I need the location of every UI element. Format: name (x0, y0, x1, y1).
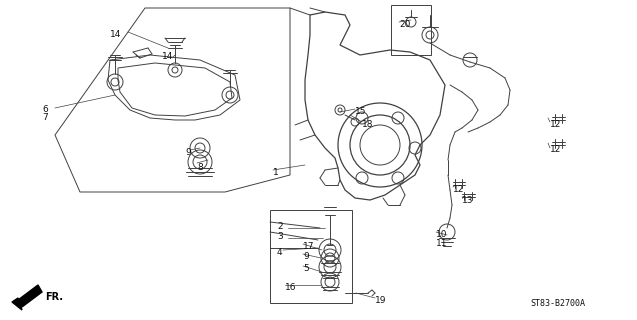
Text: 3: 3 (277, 232, 283, 241)
Polygon shape (18, 285, 42, 307)
Bar (391, 5, 431, 55)
Text: 18: 18 (362, 120, 373, 129)
Text: 6: 6 (42, 105, 48, 114)
Text: ST83-B2700A: ST83-B2700A (530, 299, 585, 308)
Text: 7: 7 (42, 113, 48, 122)
Text: 12: 12 (550, 145, 561, 154)
Text: 16: 16 (285, 283, 296, 292)
Text: 4: 4 (277, 248, 283, 257)
Text: 10: 10 (436, 230, 448, 239)
Text: 14: 14 (110, 30, 122, 39)
Text: 20: 20 (399, 20, 410, 29)
Text: 1: 1 (273, 168, 279, 177)
Text: 2: 2 (277, 222, 283, 231)
Text: 15: 15 (355, 107, 366, 116)
Bar (270, 210, 352, 303)
Text: 12: 12 (550, 120, 561, 129)
Text: 14: 14 (162, 52, 173, 61)
Text: FR.: FR. (45, 292, 63, 302)
Text: 8: 8 (197, 163, 203, 172)
Text: 5: 5 (303, 264, 309, 273)
Text: 11: 11 (436, 239, 448, 248)
Polygon shape (12, 298, 22, 310)
Text: 13: 13 (462, 196, 473, 205)
Text: 12: 12 (453, 185, 464, 194)
Text: 9: 9 (185, 148, 190, 157)
Text: 9: 9 (303, 252, 309, 261)
Text: 17: 17 (303, 242, 315, 251)
Text: 19: 19 (375, 296, 387, 305)
